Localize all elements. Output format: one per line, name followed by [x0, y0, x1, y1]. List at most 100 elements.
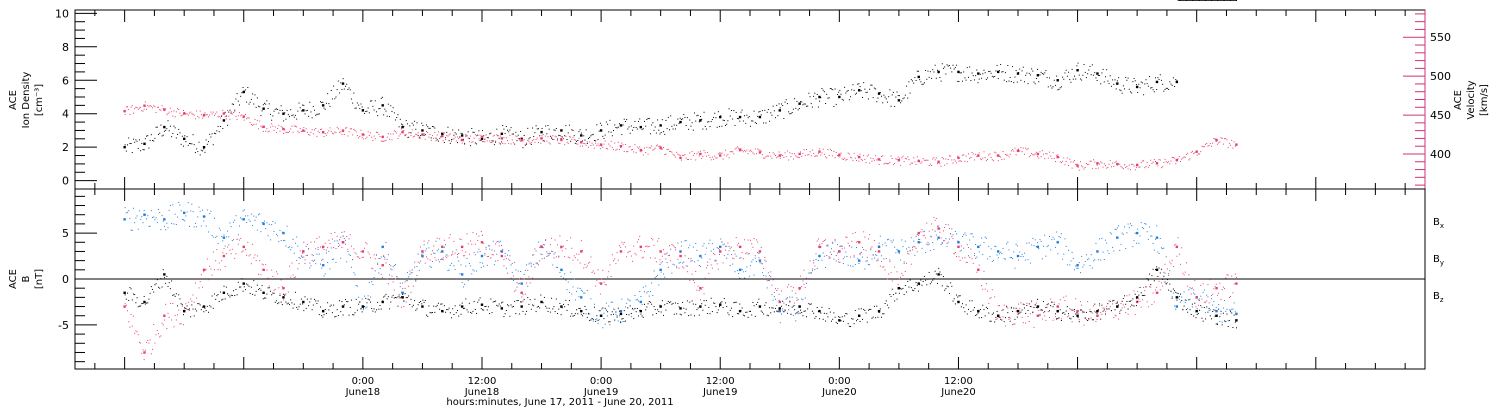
texture-point — [588, 146, 589, 148]
texture-point — [1064, 238, 1066, 240]
texture-point — [670, 248, 672, 250]
texture-point — [315, 300, 317, 302]
texture-point — [402, 282, 404, 284]
texture-point — [717, 309, 719, 311]
texture-point — [526, 143, 528, 145]
texture-point — [1103, 81, 1105, 83]
texture-point — [1224, 138, 1226, 140]
texture-point — [643, 251, 645, 253]
texture-point — [533, 263, 535, 265]
texture-point — [782, 310, 784, 312]
texture-point — [763, 122, 765, 124]
texture-point — [372, 310, 374, 312]
texture-point — [653, 129, 655, 131]
texture-point — [530, 263, 532, 265]
texture-point — [878, 92, 880, 94]
data-point — [818, 309, 821, 313]
texture-point — [578, 253, 580, 255]
texture-point — [342, 131, 344, 133]
data-point — [1215, 286, 1218, 290]
texture-point — [811, 270, 813, 272]
texture-point — [353, 128, 355, 130]
texture-point — [698, 265, 700, 267]
texture-point — [1160, 167, 1162, 169]
texture-point — [286, 277, 288, 279]
texture-point — [528, 303, 530, 305]
texture-point — [934, 219, 936, 221]
texture-point — [1104, 165, 1106, 167]
texture-point — [613, 313, 615, 315]
texture-point — [127, 106, 129, 108]
texture-point — [829, 257, 831, 259]
texture-point — [230, 253, 232, 255]
texture-point — [1100, 312, 1102, 314]
texture-point — [136, 140, 138, 142]
texture-point — [964, 160, 966, 162]
texture-point — [979, 244, 981, 246]
texture-point — [962, 257, 964, 259]
texture-point — [624, 121, 626, 123]
texture-point — [1215, 0, 1217, 1]
texture-point — [143, 359, 145, 361]
texture-point — [386, 258, 388, 260]
texture-point — [1193, 152, 1195, 154]
texture-point — [280, 126, 282, 128]
texture-point — [375, 111, 377, 113]
texture-point — [572, 315, 574, 317]
texture-point — [721, 125, 723, 127]
texture-point — [1120, 243, 1122, 245]
texture-point — [447, 255, 449, 257]
texture-point — [1060, 319, 1062, 321]
texture-point — [1189, 298, 1191, 300]
texture-point — [553, 129, 555, 131]
texture-point — [543, 140, 545, 142]
texture-point — [269, 239, 271, 241]
texture-point — [1054, 160, 1056, 162]
texture-point — [726, 155, 728, 157]
texture-point — [1124, 88, 1126, 90]
texture-point — [435, 137, 437, 139]
texture-point — [1007, 65, 1009, 67]
texture-point — [192, 211, 194, 213]
texture-point — [1110, 166, 1112, 168]
texture-point — [196, 110, 198, 112]
texture-point — [888, 238, 890, 240]
texture-point — [958, 295, 960, 297]
texture-point — [529, 299, 531, 301]
texture-point — [1183, 291, 1185, 293]
texture-point — [461, 282, 463, 284]
texture-point — [721, 152, 723, 154]
texture-point — [1147, 306, 1149, 308]
data-point — [123, 145, 126, 149]
data-point — [937, 273, 940, 276]
texture-point — [346, 261, 348, 263]
texture-point — [137, 108, 139, 110]
texture-point — [870, 84, 872, 86]
density-tick-label: 6 — [62, 74, 69, 87]
texture-point — [698, 290, 700, 292]
texture-point — [455, 278, 457, 280]
data-point — [520, 291, 523, 294]
texture-point — [1048, 151, 1050, 153]
texture-point — [582, 315, 584, 317]
texture-point — [1069, 317, 1071, 319]
texture-point — [545, 125, 547, 127]
texture-point — [957, 242, 959, 244]
texture-point — [688, 247, 690, 249]
texture-point — [671, 151, 673, 153]
texture-point — [901, 288, 903, 290]
texture-point — [780, 290, 782, 292]
texture-point — [785, 304, 787, 306]
texture-point — [984, 157, 986, 159]
texture-point — [1074, 160, 1075, 162]
texture-point — [997, 316, 999, 318]
texture-point — [1023, 81, 1025, 83]
texture-point — [460, 132, 462, 134]
texture-point — [294, 114, 296, 116]
texture-point — [1140, 81, 1142, 83]
texture-point — [622, 321, 624, 323]
texture-point — [914, 77, 916, 79]
texture-point — [786, 103, 788, 105]
texture-point — [224, 116, 226, 118]
data-point — [381, 264, 384, 267]
